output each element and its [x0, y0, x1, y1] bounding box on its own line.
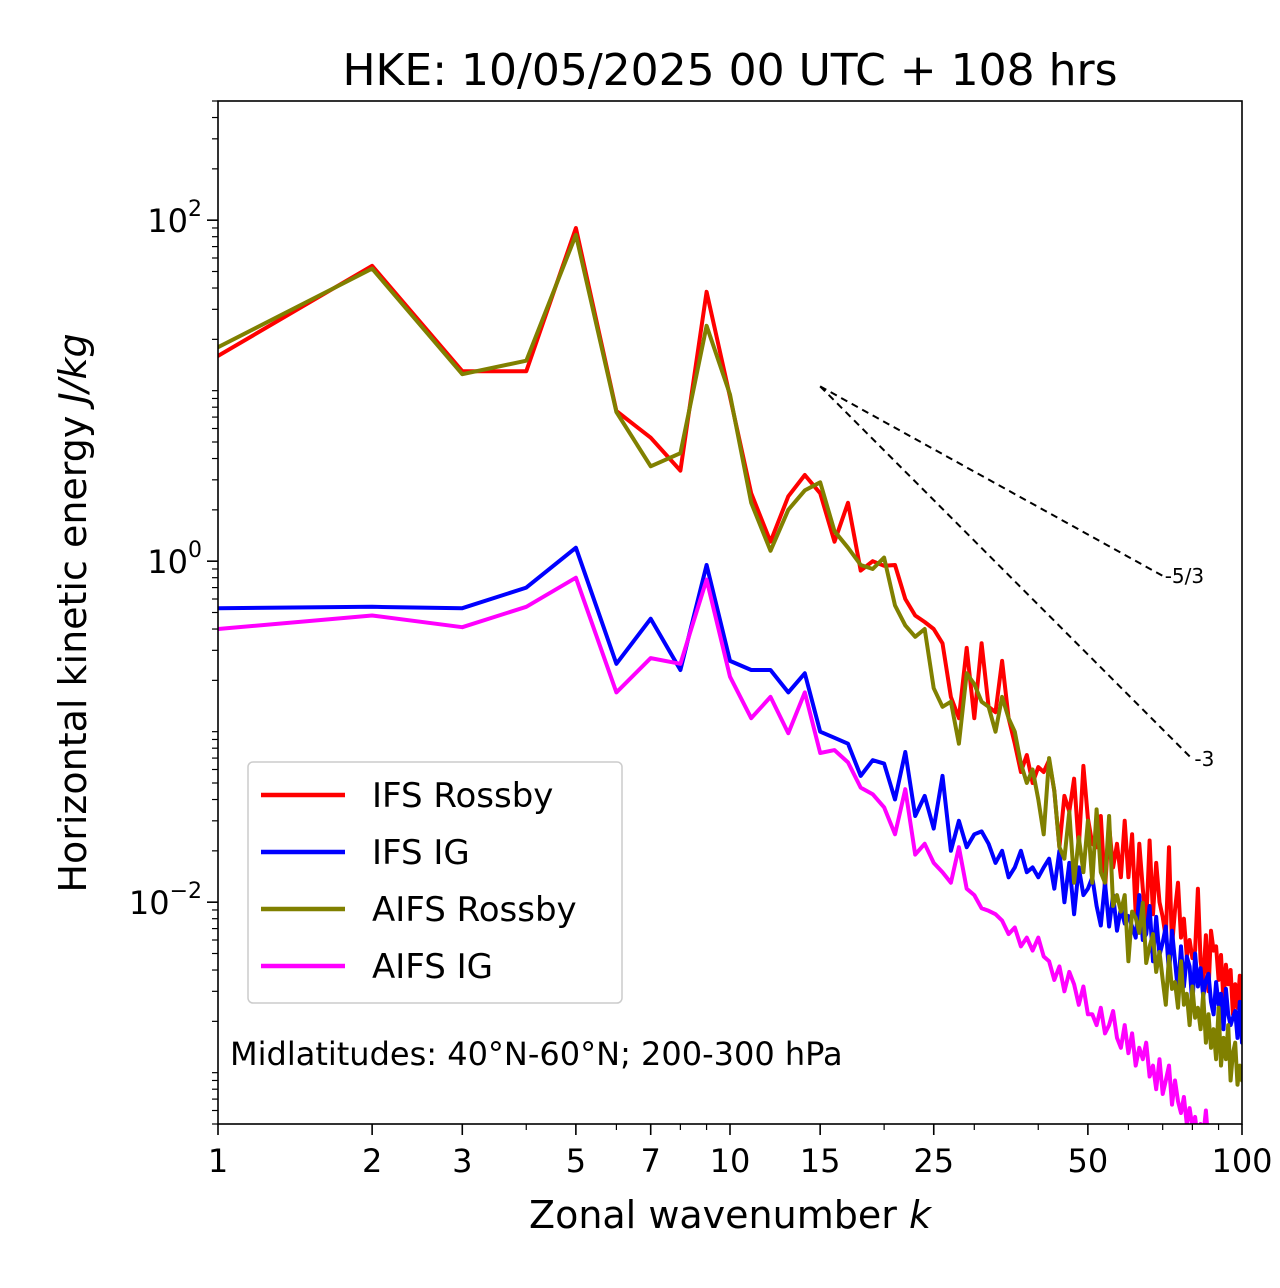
slope-label-5-3: -5/3: [1165, 564, 1204, 588]
region-annotation: Midlatitudes: 40°N-60°N; 200-300 hPa: [230, 1035, 843, 1073]
series-line-aifs-rossby: [218, 232, 1242, 1087]
x-tick-label: 100: [1211, 1142, 1272, 1180]
x-axis-label: Zonal wavenumber k: [529, 1193, 933, 1237]
x-tick-label: 25: [913, 1142, 954, 1180]
y-axis-label: Horizontal kinetic energy J/kg: [51, 333, 95, 892]
legend-label-aifs-ig: AIFS IG: [372, 947, 493, 987]
series-line-ifs-ig: [218, 545, 1242, 1045]
slope-line-3: [819, 385, 1194, 760]
x-tick-label: 15: [800, 1142, 841, 1180]
y-tick-label: 10−2: [129, 879, 202, 922]
x-tick-label: 2: [362, 1142, 382, 1180]
legend: IFS Rossby IFS IG AIFS Rossby AIFS IG: [247, 761, 623, 1004]
series-line-aifs-ig: [218, 575, 1209, 1124]
x-tick-label: 10: [710, 1142, 751, 1180]
y-tick-label: 102: [147, 197, 202, 240]
legend-box: [247, 761, 623, 1004]
x-tick-label: 7: [641, 1142, 661, 1180]
series-group: [218, 226, 1242, 1124]
y-axis: 10−2 100 102: [129, 100, 218, 1125]
slope-line-5-3: [819, 385, 1164, 577]
x-tick-label: 5: [566, 1142, 586, 1180]
legend-label-aifs-rossby: AIFS Rossby: [372, 890, 577, 930]
legend-label-ifs-rossby: IFS Rossby: [372, 776, 553, 816]
x-tick-label: 50: [1068, 1142, 1109, 1180]
y-tick-label: 100: [147, 538, 202, 581]
reference-slopes: -5/3 -3: [819, 385, 1214, 771]
chart-title: HKE: 10/05/2025 00 UTC + 108 hrs: [342, 45, 1117, 96]
x-tick-label: 1: [208, 1142, 228, 1180]
x-axis: 1 2 3 5 7 10 15 25 50 100: [208, 1124, 1273, 1180]
x-tick-label: 3: [452, 1142, 472, 1180]
slope-label-3: -3: [1194, 747, 1214, 771]
legend-label-ifs-ig: IFS IG: [372, 833, 470, 873]
